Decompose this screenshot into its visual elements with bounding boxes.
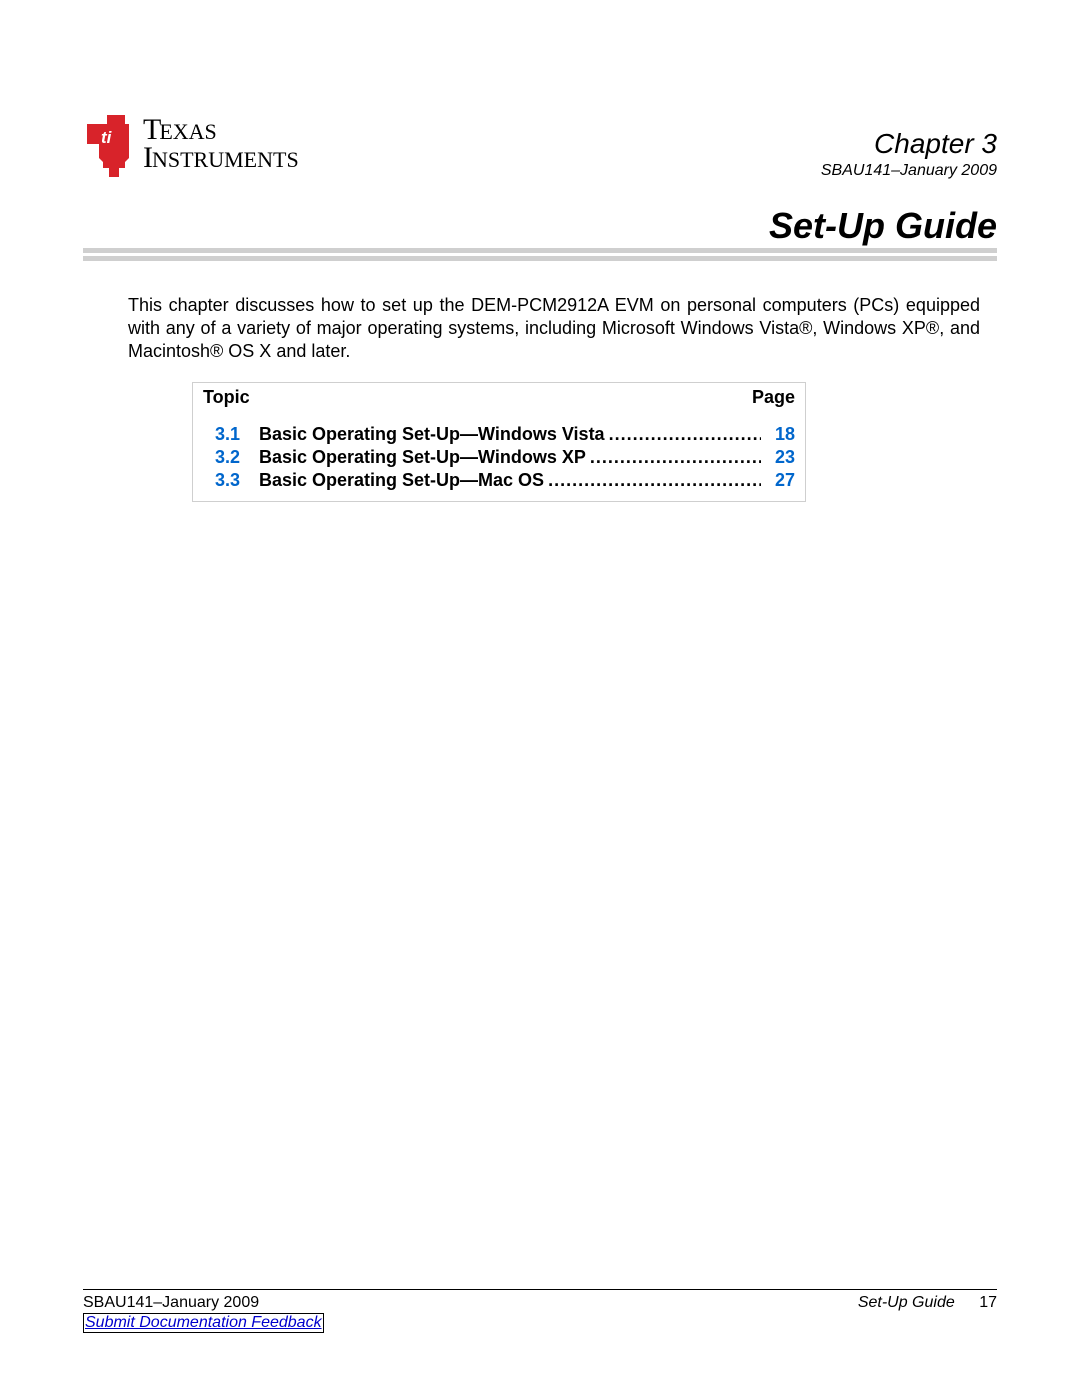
chapter-block: Chapter 3 SBAU141–January 2009	[821, 128, 997, 180]
footer-section-title: Set-Up Guide	[858, 1294, 955, 1311]
toc-page-number[interactable]: 27	[765, 470, 795, 491]
toc-topic: Basic Operating Set-Up—Windows XP	[259, 447, 586, 468]
footer-doc-id: SBAU141–January 2009	[83, 1294, 259, 1312]
toc-row: 3.1 Basic Operating Set-Up—Windows Vista…	[215, 424, 795, 445]
intro-paragraph: This chapter discusses how to set up the…	[128, 294, 980, 363]
toc-page-number[interactable]: 18	[765, 424, 795, 445]
divider	[83, 248, 997, 264]
ti-logo: ti TEXAS INSTRUMENTS	[83, 110, 363, 193]
toc-page-number[interactable]: 23	[765, 447, 795, 468]
svg-text:TEXAS: TEXAS	[143, 113, 217, 146]
svg-text:INSTRUMENTS: INSTRUMENTS	[143, 141, 299, 174]
footer-page-number: 17	[979, 1294, 997, 1311]
toc-section-number[interactable]: 3.3	[215, 470, 259, 491]
footer-right: Set-Up Guide 17	[858, 1294, 997, 1312]
chapter-label: Chapter 3	[821, 128, 997, 160]
toc-row: 3.3 Basic Operating Set-Up—Mac OS 27	[215, 470, 795, 491]
toc-header-topic: Topic	[203, 387, 250, 408]
header: ti TEXAS INSTRUMENTS Chapter 3 SBAU141–J…	[83, 110, 997, 200]
toc-leader-dots	[609, 424, 761, 445]
toc-leader-dots	[548, 470, 761, 491]
toc-topic: Basic Operating Set-Up—Mac OS	[259, 470, 544, 491]
toc-box: Topic Page 3.1 Basic Operating Set-Up—Wi…	[192, 382, 806, 502]
svg-text:ti: ti	[101, 128, 113, 147]
footer: SBAU141–January 2009 Set-Up Guide 17 Sub…	[83, 1289, 997, 1333]
toc-section-number[interactable]: 3.2	[215, 447, 259, 468]
toc-header-page: Page	[752, 387, 795, 408]
toc-section-number[interactable]: 3.1	[215, 424, 259, 445]
footer-row: SBAU141–January 2009 Set-Up Guide 17	[83, 1294, 997, 1312]
document-id: SBAU141–January 2009	[821, 162, 997, 180]
toc-row: 3.2 Basic Operating Set-Up—Windows XP 23	[215, 447, 795, 468]
page: ti TEXAS INSTRUMENTS Chapter 3 SBAU141–J…	[0, 0, 1080, 1397]
toc-header: Topic Page	[193, 383, 805, 418]
toc-rows: 3.1 Basic Operating Set-Up—Windows Vista…	[193, 418, 805, 501]
toc-topic: Basic Operating Set-Up—Windows Vista	[259, 424, 605, 445]
feedback-link[interactable]: Submit Documentation Feedback	[83, 1313, 324, 1333]
toc-leader-dots	[590, 447, 761, 468]
page-title: Set-Up Guide	[769, 205, 997, 247]
